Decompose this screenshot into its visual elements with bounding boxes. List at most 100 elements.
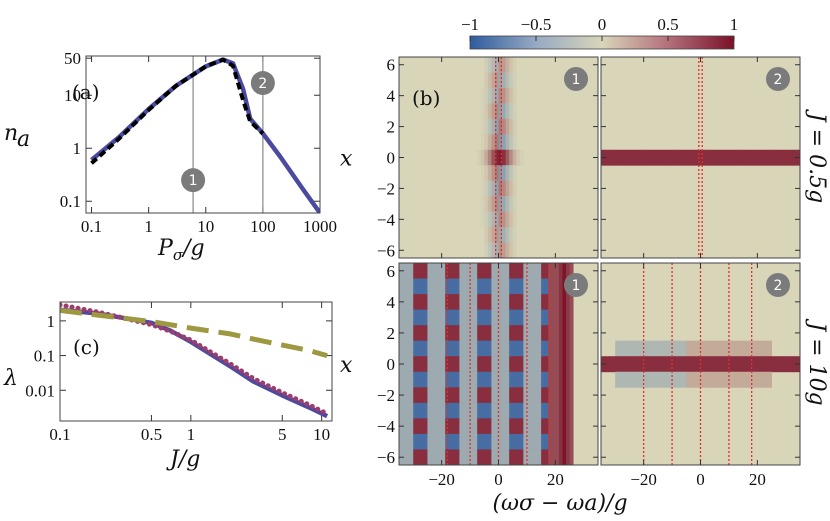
heatmap-cell <box>555 294 560 311</box>
marker-badge <box>564 273 588 297</box>
heatmap-cell <box>480 165 485 182</box>
heatmap-cell <box>445 433 450 450</box>
heatmap-cell <box>484 433 489 450</box>
heatmap-cell <box>629 340 634 357</box>
heatmap-cell <box>413 433 418 450</box>
heatmap-cell <box>477 387 482 404</box>
heatmap-cell <box>423 371 428 388</box>
heatmap-cell <box>558 449 563 466</box>
heatmap-cell <box>455 263 460 279</box>
heatmap-cell <box>736 149 740 166</box>
y-tick-label: 50 <box>64 49 81 68</box>
heatmap-cell <box>502 263 506 279</box>
heatmap-cell <box>764 340 769 357</box>
heatmap-cell <box>402 433 407 450</box>
heatmap-cell <box>462 356 467 373</box>
heatmap-cell <box>434 294 439 311</box>
heatmap-cell <box>413 371 418 388</box>
heatmap-cell <box>420 263 425 279</box>
heatmap-cell <box>516 418 521 435</box>
heatmap-cell <box>625 340 630 357</box>
heatmap-cell <box>647 340 652 357</box>
heatmap-cell <box>441 356 446 373</box>
marker-badge <box>250 71 275 96</box>
heatmap-cell <box>689 340 694 357</box>
heatmap-cell <box>569 309 574 326</box>
heatmap-cell <box>789 149 794 166</box>
heatmap-cell <box>470 356 475 373</box>
panel-label-c: (c) <box>73 335 100 359</box>
heatmap-cell <box>462 325 467 342</box>
heatmap-cell <box>445 325 450 342</box>
heatmap-cell <box>640 371 645 388</box>
heatmap-cell <box>509 402 514 419</box>
heatmap-cell <box>427 340 432 357</box>
heatmap-cell <box>498 263 503 279</box>
heatmap-cell <box>530 387 535 404</box>
heatmap-cell <box>632 149 637 166</box>
heatmap-cell <box>689 356 694 373</box>
heatmap-cell <box>423 418 428 435</box>
heatmap-cell <box>530 340 535 357</box>
heatmap-cell <box>622 149 627 166</box>
heatmap-cell <box>664 356 669 373</box>
heatmap-cell <box>448 387 453 404</box>
heatmap-cell <box>427 418 432 435</box>
heatmap-cell <box>537 325 542 342</box>
heatmap-cell <box>480 103 485 120</box>
heatmap-cell <box>480 263 485 279</box>
heatmap-cell <box>438 356 443 373</box>
heatmap-cell <box>494 402 499 419</box>
heatmap-cell <box>455 356 460 373</box>
heatmap-cell <box>452 294 457 311</box>
heatmap-cell <box>555 278 560 295</box>
heatmap-cell <box>452 418 457 435</box>
heatmap-cell <box>462 433 467 450</box>
heatmap-cell <box>714 149 719 166</box>
heatmap-cell <box>413 356 418 373</box>
heatmap-cell <box>448 433 453 450</box>
heatmap-cell <box>548 263 553 279</box>
heatmap-cell <box>470 309 475 326</box>
heatmap-cell <box>789 356 794 373</box>
heatmap-cell <box>448 356 453 373</box>
heatmap-cell <box>441 387 446 404</box>
heatmap-cell <box>700 340 705 357</box>
heatmap-cell <box>466 325 471 342</box>
heatmap-cell <box>686 356 691 373</box>
heatmap-cell <box>544 356 549 373</box>
y-tick-label: −2 <box>377 386 395 405</box>
heatmap-cell <box>562 387 567 404</box>
y-tick-label: 0 <box>387 355 396 374</box>
heatmap-cell <box>498 242 503 259</box>
heatmap-cell <box>661 340 666 357</box>
heatmap-cell <box>512 387 517 404</box>
heatmap-cell <box>441 371 446 388</box>
heatmap-cell <box>498 294 503 311</box>
heatmap-cell <box>509 196 514 213</box>
series-group <box>60 302 330 419</box>
heatmap-cell <box>551 433 556 450</box>
heatmap-cell <box>423 263 428 279</box>
heatmap-cell <box>498 149 503 166</box>
heatmap-cell <box>502 134 506 151</box>
heatmap-cell <box>423 449 428 466</box>
heatmap-cell <box>430 418 435 435</box>
heatmap-cell <box>707 371 712 388</box>
heatmap-cell <box>707 356 712 373</box>
heatmap-cell <box>498 57 503 73</box>
heatmap-cell <box>512 449 517 466</box>
heatmap-cell <box>399 433 403 450</box>
heatmap-cell <box>541 263 546 279</box>
heatmap-cell <box>519 449 524 466</box>
heatmap-cell <box>725 356 730 373</box>
heatmap-cell <box>526 309 531 326</box>
heatmap-cell <box>686 340 691 357</box>
heatmap-cell <box>409 309 414 326</box>
heatmap-cell <box>622 356 627 373</box>
heatmap-cell <box>502 418 506 435</box>
heatmap-cell <box>647 371 652 388</box>
heatmap-cell <box>760 149 765 166</box>
marker-badge-label: 2 <box>774 72 783 88</box>
heatmap-cell <box>494 165 499 182</box>
